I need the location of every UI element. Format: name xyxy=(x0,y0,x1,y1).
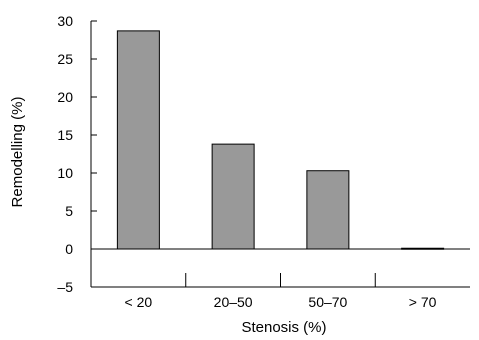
y-tick-label: 20 xyxy=(57,89,73,105)
y-tick-label: –5 xyxy=(57,279,73,295)
x-tick-label: > 70 xyxy=(409,294,437,310)
bars xyxy=(116,30,445,250)
y-tick-label: 10 xyxy=(57,165,73,181)
y-axis: –5 0 5 10 15 20 25 30 xyxy=(57,13,97,295)
y-tick-label: 0 xyxy=(65,241,73,257)
x-axis: < 20 20–50 50–70 > 70 xyxy=(91,248,470,310)
x-tick-label: < 20 xyxy=(125,294,153,310)
bar xyxy=(401,247,445,250)
y-axis-label: Remodelling (%) xyxy=(9,97,26,208)
x-tick-label: 20–50 xyxy=(214,294,253,310)
y-tick-label: 30 xyxy=(57,13,73,29)
y-tick-label: 25 xyxy=(57,51,73,67)
y-tick-label: 15 xyxy=(57,127,73,143)
x-tick-label: 50–70 xyxy=(308,294,347,310)
x-axis-label: Stenosis (%) xyxy=(241,319,326,335)
y-tick-label: 5 xyxy=(65,203,73,219)
bar xyxy=(116,30,160,250)
bar xyxy=(306,170,350,250)
bar xyxy=(211,143,255,250)
